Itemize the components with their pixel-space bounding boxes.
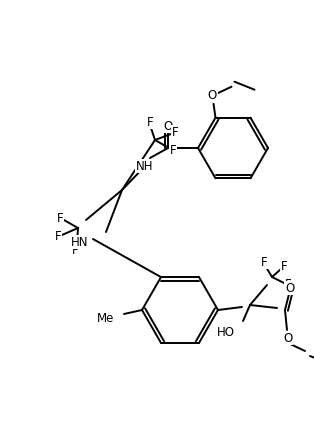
- Text: O: O: [285, 281, 295, 294]
- Text: O: O: [163, 120, 173, 133]
- Text: F: F: [170, 143, 176, 157]
- Text: HO: HO: [217, 326, 235, 339]
- Text: O: O: [283, 332, 293, 344]
- Text: Me: Me: [97, 311, 114, 324]
- Text: F: F: [172, 126, 178, 139]
- Text: O: O: [208, 89, 217, 102]
- Text: F: F: [281, 260, 287, 274]
- Text: HN: HN: [71, 236, 88, 248]
- Text: F: F: [55, 230, 61, 242]
- Text: F: F: [72, 244, 78, 257]
- Text: F: F: [285, 278, 291, 291]
- Text: F: F: [57, 211, 63, 224]
- Text: F: F: [261, 256, 267, 269]
- Text: NH: NH: [136, 160, 154, 172]
- Text: F: F: [147, 115, 153, 129]
